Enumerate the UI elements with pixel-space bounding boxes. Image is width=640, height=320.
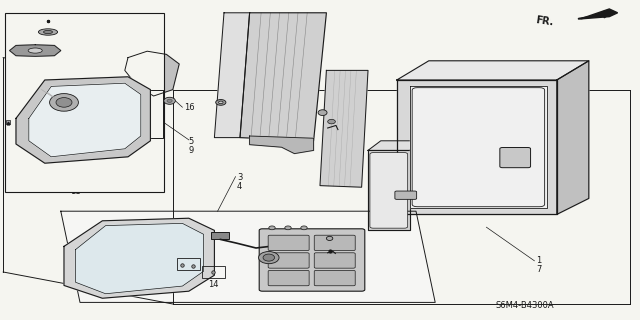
FancyBboxPatch shape: [370, 153, 408, 228]
Polygon shape: [557, 61, 589, 214]
Text: 4: 4: [237, 182, 242, 191]
Text: S6M4-B4300A: S6M4-B4300A: [495, 301, 554, 310]
Text: 10: 10: [69, 46, 79, 55]
Text: 18: 18: [19, 117, 30, 126]
FancyBboxPatch shape: [500, 148, 531, 168]
FancyBboxPatch shape: [268, 270, 309, 286]
Polygon shape: [320, 70, 368, 187]
Text: 17: 17: [346, 133, 356, 142]
FancyBboxPatch shape: [259, 229, 365, 291]
Ellipse shape: [44, 30, 52, 34]
Text: 19: 19: [346, 124, 356, 132]
FancyBboxPatch shape: [268, 235, 309, 251]
Text: FR.: FR.: [534, 15, 554, 27]
Ellipse shape: [285, 226, 291, 230]
Ellipse shape: [259, 252, 279, 264]
Ellipse shape: [318, 110, 327, 116]
Polygon shape: [76, 223, 204, 294]
Polygon shape: [214, 13, 250, 138]
Ellipse shape: [218, 101, 223, 104]
Text: 13: 13: [69, 16, 80, 25]
Text: 3: 3: [237, 173, 242, 182]
Polygon shape: [29, 83, 141, 157]
Ellipse shape: [326, 236, 333, 241]
Ellipse shape: [269, 226, 275, 230]
Bar: [202, 266, 225, 278]
FancyBboxPatch shape: [314, 253, 355, 268]
Text: 8: 8: [134, 252, 140, 261]
Text: 21: 21: [178, 270, 188, 279]
Text: 15: 15: [334, 248, 344, 257]
FancyBboxPatch shape: [314, 270, 355, 286]
Text: 6: 6: [334, 236, 339, 245]
Polygon shape: [250, 136, 314, 154]
Polygon shape: [410, 86, 547, 208]
Ellipse shape: [167, 99, 172, 102]
Ellipse shape: [216, 100, 226, 105]
Text: 2: 2: [134, 244, 140, 252]
Ellipse shape: [38, 29, 58, 35]
Polygon shape: [368, 150, 410, 230]
Bar: [211, 232, 229, 239]
Text: 11: 11: [70, 188, 81, 196]
Polygon shape: [146, 90, 163, 138]
FancyBboxPatch shape: [395, 191, 417, 199]
Polygon shape: [240, 13, 326, 141]
FancyBboxPatch shape: [314, 235, 355, 251]
Ellipse shape: [263, 254, 275, 261]
Ellipse shape: [328, 119, 335, 124]
Polygon shape: [61, 211, 435, 302]
Bar: [177, 258, 200, 270]
Text: 16: 16: [184, 103, 195, 112]
Polygon shape: [64, 218, 214, 298]
Ellipse shape: [28, 48, 42, 53]
Polygon shape: [580, 9, 618, 19]
Ellipse shape: [164, 97, 175, 104]
Ellipse shape: [301, 226, 307, 230]
FancyBboxPatch shape: [268, 253, 309, 268]
Text: 7: 7: [536, 265, 541, 274]
Polygon shape: [125, 51, 179, 96]
Polygon shape: [368, 141, 422, 150]
Polygon shape: [397, 80, 557, 214]
Ellipse shape: [56, 98, 72, 107]
Polygon shape: [397, 61, 589, 80]
Text: 9: 9: [188, 146, 193, 155]
Text: 14: 14: [208, 280, 218, 289]
Ellipse shape: [50, 93, 79, 111]
Polygon shape: [10, 45, 61, 56]
Text: 20: 20: [229, 98, 239, 107]
Bar: [5, 13, 164, 192]
Text: 5: 5: [188, 137, 193, 146]
Polygon shape: [16, 77, 150, 163]
Text: 1: 1: [536, 256, 541, 265]
Text: 12: 12: [69, 28, 79, 36]
